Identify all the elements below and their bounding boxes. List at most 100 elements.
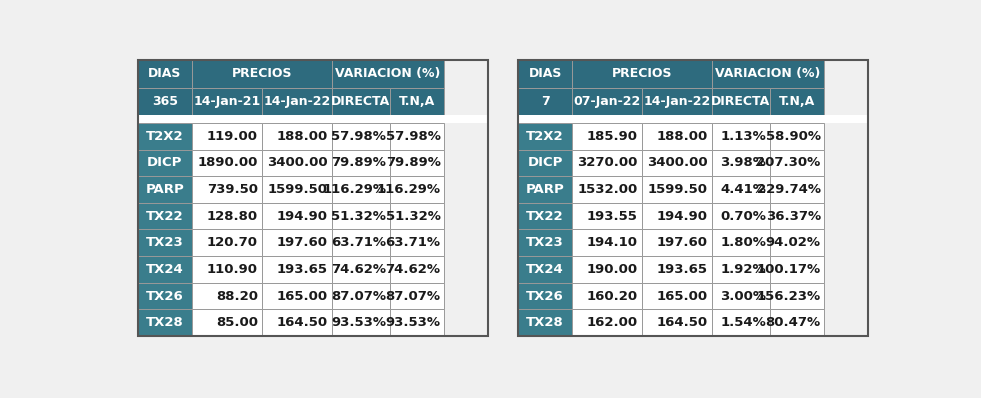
Bar <box>643 310 712 336</box>
Bar <box>332 88 389 115</box>
Bar <box>192 176 262 203</box>
Bar <box>192 60 332 88</box>
Text: 1599.50: 1599.50 <box>268 183 328 196</box>
Text: 85.00: 85.00 <box>216 316 258 329</box>
Text: 51.32%: 51.32% <box>332 210 387 222</box>
Text: 3400.00: 3400.00 <box>267 156 328 169</box>
Text: 185.90: 185.90 <box>587 130 638 142</box>
Bar <box>712 203 770 230</box>
Bar <box>192 310 262 336</box>
Text: 164.50: 164.50 <box>656 316 708 329</box>
Text: TX28: TX28 <box>526 316 564 329</box>
Text: 88.20: 88.20 <box>216 290 258 302</box>
Bar <box>518 230 572 256</box>
Text: 3400.00: 3400.00 <box>647 156 708 169</box>
Bar <box>262 176 332 203</box>
Text: TX22: TX22 <box>526 210 564 222</box>
Bar <box>389 283 443 310</box>
Bar <box>518 283 572 310</box>
Bar <box>332 256 389 283</box>
Text: 87.07%: 87.07% <box>386 290 440 302</box>
Bar <box>518 123 572 150</box>
Text: T.N,A: T.N,A <box>398 95 435 108</box>
Bar <box>192 283 262 310</box>
Bar <box>137 256 192 283</box>
Bar <box>712 88 770 115</box>
Text: 160.20: 160.20 <box>587 290 638 302</box>
Text: 116.29%: 116.29% <box>377 183 440 196</box>
Bar <box>518 150 572 176</box>
Text: 87.07%: 87.07% <box>332 290 387 302</box>
Bar <box>572 203 643 230</box>
Bar <box>572 123 643 150</box>
Text: 74.62%: 74.62% <box>386 263 440 276</box>
Bar <box>643 88 712 115</box>
Text: 57.98%: 57.98% <box>386 130 440 142</box>
Bar <box>137 88 192 115</box>
Text: 156.23%: 156.23% <box>756 290 821 302</box>
Bar <box>770 176 824 203</box>
Bar <box>137 115 488 123</box>
Bar <box>572 150 643 176</box>
Bar <box>518 115 868 123</box>
Bar <box>572 283 643 310</box>
Bar <box>262 256 332 283</box>
Text: 1.92%: 1.92% <box>721 263 766 276</box>
Text: VARIACION (%): VARIACION (%) <box>336 67 440 80</box>
Bar <box>770 230 824 256</box>
Bar <box>389 310 443 336</box>
Text: 194.10: 194.10 <box>587 236 638 249</box>
Text: PRECIOS: PRECIOS <box>612 67 672 80</box>
Bar <box>137 203 192 230</box>
Text: 1532.00: 1532.00 <box>578 183 638 196</box>
Bar <box>389 256 443 283</box>
Bar <box>137 60 488 336</box>
Bar <box>712 150 770 176</box>
Bar <box>332 60 443 88</box>
Bar <box>712 310 770 336</box>
Text: 93.53%: 93.53% <box>332 316 387 329</box>
Bar <box>643 123 712 150</box>
Text: 197.60: 197.60 <box>277 236 328 249</box>
Bar <box>572 230 643 256</box>
Text: 193.65: 193.65 <box>657 263 708 276</box>
Bar <box>712 176 770 203</box>
Bar <box>770 256 824 283</box>
Bar <box>643 150 712 176</box>
Bar <box>262 88 332 115</box>
Text: 1890.00: 1890.00 <box>197 156 258 169</box>
Text: 194.90: 194.90 <box>277 210 328 222</box>
Bar <box>137 230 192 256</box>
Text: 14-Jan-22: 14-Jan-22 <box>644 95 710 108</box>
Bar <box>137 310 192 336</box>
Bar <box>389 88 443 115</box>
Bar <box>137 60 192 88</box>
Text: 119.00: 119.00 <box>207 130 258 142</box>
Text: T.N,A: T.N,A <box>779 95 815 108</box>
Text: 80.47%: 80.47% <box>765 316 821 329</box>
Bar <box>332 230 389 256</box>
Text: 3270.00: 3270.00 <box>578 156 638 169</box>
Text: 79.89%: 79.89% <box>386 156 440 169</box>
Text: 229.74%: 229.74% <box>756 183 821 196</box>
Text: 193.55: 193.55 <box>587 210 638 222</box>
Text: T2X2: T2X2 <box>526 130 564 142</box>
Bar <box>770 283 824 310</box>
Bar <box>518 88 572 115</box>
Bar <box>518 310 572 336</box>
Text: 1.13%: 1.13% <box>721 130 766 142</box>
Bar <box>712 283 770 310</box>
Text: DICP: DICP <box>147 156 182 169</box>
Bar <box>712 60 824 88</box>
Text: 74.62%: 74.62% <box>332 263 387 276</box>
Bar <box>389 176 443 203</box>
Text: TX22: TX22 <box>146 210 183 222</box>
Text: TX26: TX26 <box>526 290 564 302</box>
Bar <box>137 150 192 176</box>
Text: 188.00: 188.00 <box>277 130 328 142</box>
Text: DIAS: DIAS <box>148 67 181 80</box>
Bar <box>389 150 443 176</box>
Text: 0.70%: 0.70% <box>720 210 766 222</box>
Text: 07-Jan-22: 07-Jan-22 <box>574 95 641 108</box>
Bar <box>389 123 443 150</box>
